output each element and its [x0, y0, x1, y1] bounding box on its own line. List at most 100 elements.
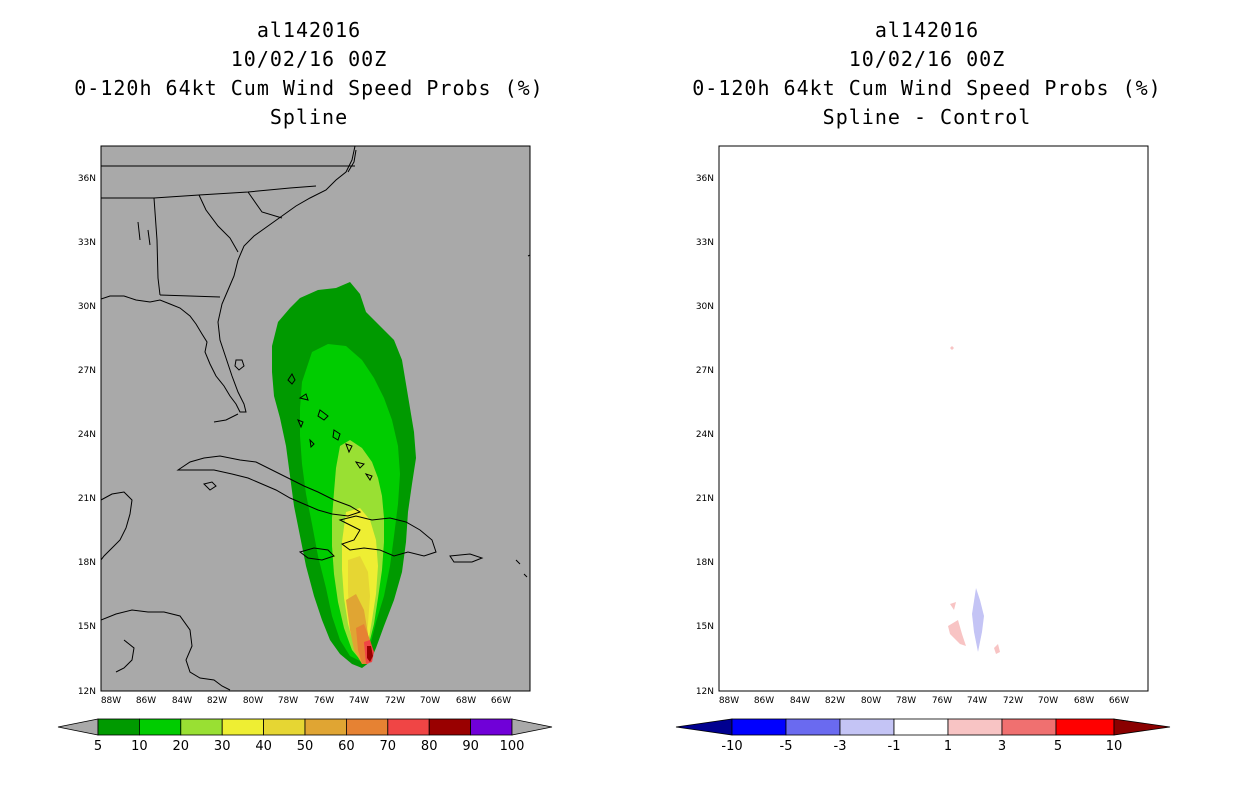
- lat-label: 27N: [696, 366, 714, 376]
- contour-80pct: [367, 646, 373, 662]
- colorbar-label: 20: [173, 739, 190, 754]
- lon-label: 72W: [1003, 696, 1023, 706]
- product-title: 0-120h 64kt Cum Wind Speed Probs (%): [692, 76, 1162, 100]
- lon-label: 76W: [314, 696, 334, 706]
- lat-label: 30N: [696, 302, 714, 312]
- colorbar-cell: [470, 718, 513, 736]
- lon-label: 68W: [456, 696, 476, 706]
- panel-subtitle: Spline: [269, 105, 349, 129]
- left-panel-title: al142016 10/02/16 00Z 0-120h 64kt Cum Wi…: [0, 16, 618, 132]
- right-lat-labels: 36N 33N 30N 27N 24N 21N 18N 15N 12N: [696, 174, 714, 697]
- lon-label: 68W: [1074, 696, 1094, 706]
- lon-label: 74W: [349, 696, 369, 706]
- lon-label: 66W: [491, 696, 511, 706]
- lat-label: 12N: [78, 687, 96, 697]
- lon-label: 70W: [420, 696, 440, 706]
- lon-label: 86W: [754, 696, 774, 706]
- lat-label: 36N: [696, 174, 714, 184]
- colorbar-cell: [138, 718, 182, 736]
- right-map-frame: [718, 145, 1149, 692]
- colorbar-label: 90: [462, 739, 479, 754]
- difference-pink-area-1: [948, 620, 966, 646]
- colorbar-label: -10: [721, 739, 742, 754]
- lat-label: 21N: [78, 494, 96, 504]
- colorbar-label: 3: [998, 739, 1006, 754]
- colorbar-label: -1: [888, 739, 901, 754]
- lon-label: 86W: [136, 696, 156, 706]
- lat-label: 15N: [696, 622, 714, 632]
- lon-label: 66W: [1109, 696, 1129, 706]
- lat-label: 18N: [78, 558, 96, 568]
- colorbar-cell: [428, 718, 472, 736]
- colorbar-label: -5: [780, 739, 793, 754]
- colorbar-cell: [1055, 718, 1115, 736]
- colorbar-label: 1: [944, 739, 952, 754]
- colorbar-label: 100: [500, 739, 525, 754]
- lon-label: 80W: [243, 696, 263, 706]
- lon-label: 84W: [790, 696, 810, 706]
- right-map-panel: [718, 145, 1149, 692]
- difference-pink-area-2: [950, 602, 956, 610]
- lon-label: 80W: [861, 696, 881, 706]
- difference-pink-area-4: [950, 346, 954, 350]
- lat-label: 36N: [78, 174, 96, 184]
- left-map-frame: [100, 145, 531, 692]
- difference-pink-area-3: [994, 644, 1000, 654]
- colorbar-high-arrow: [511, 718, 553, 736]
- colorbar-cell: [345, 718, 389, 736]
- colorbar-cells: [731, 718, 1115, 736]
- lon-label: 70W: [1038, 696, 1058, 706]
- storm-id: al142016: [874, 18, 980, 42]
- colorbar-cells: [97, 718, 513, 736]
- lat-label: 24N: [78, 430, 96, 440]
- colorbar-cell: [387, 718, 430, 736]
- lon-label: 72W: [385, 696, 405, 706]
- lon-label: 88W: [719, 696, 739, 706]
- colorbar-cell: [221, 718, 264, 736]
- colorbar-label: -3: [834, 739, 847, 754]
- colorbar-low-arrow: [675, 718, 733, 736]
- lon-label: 82W: [825, 696, 845, 706]
- colorbar-cell: [1001, 718, 1057, 736]
- colorbar-cell: [839, 718, 895, 736]
- colorbar-label: 70: [380, 739, 397, 754]
- lat-label: 33N: [696, 238, 714, 248]
- right-panel-title: al142016 10/02/16 00Z 0-120h 64kt Cum Wi…: [618, 16, 1236, 132]
- colorbar-label: 5: [1054, 739, 1062, 754]
- forecast-date: 10/02/16 00Z: [848, 47, 1006, 71]
- lat-label: 21N: [696, 494, 714, 504]
- lon-label: 78W: [278, 696, 298, 706]
- colorbar-label: 50: [297, 739, 314, 754]
- colorbar-labels: -10 -5 -3 -1 1 3 5 10: [721, 739, 1122, 754]
- left-lat-labels: 36N 33N 30N 27N 24N 21N 18N 15N 12N: [78, 174, 96, 697]
- colorbar-label: 80: [421, 739, 438, 754]
- colorbar-cell: [893, 718, 949, 736]
- difference-blue-area: [972, 588, 984, 652]
- colorbar-cell: [947, 718, 1003, 736]
- lon-label: 88W: [101, 696, 121, 706]
- lat-label: 33N: [78, 238, 96, 248]
- right-lon-labels: 88W 86W 84W 82W 80W 78W 76W 74W 72W 70W …: [719, 696, 1129, 706]
- colorbar-labels: 5 10 20 30 40 50 60 70 80 90 100: [94, 739, 525, 754]
- lon-label: 78W: [896, 696, 916, 706]
- colorbar-label: 5: [94, 739, 102, 754]
- colorbar-cell: [97, 718, 140, 736]
- probability-shading: [272, 282, 416, 668]
- lon-label: 74W: [967, 696, 987, 706]
- lat-label: 27N: [78, 366, 96, 376]
- colorbar-high-arrow: [1113, 718, 1171, 736]
- difference-shading: [948, 346, 1000, 654]
- colorbar-label: 10: [131, 739, 148, 754]
- colorbar-label: 40: [255, 739, 272, 754]
- lat-label: 30N: [78, 302, 96, 312]
- right-map-background: [719, 146, 1148, 691]
- colorbar-cell: [263, 718, 306, 736]
- colorbar-low-arrow: [57, 718, 99, 736]
- lon-label: 84W: [172, 696, 192, 706]
- colorbar-cell: [731, 718, 787, 736]
- colorbar-cell: [304, 718, 347, 736]
- right-colorbar: -10 -5 -3 -1 1 3 5 10: [675, 718, 1171, 754]
- colorbar-label: 60: [338, 739, 355, 754]
- storm-id: al142016: [256, 18, 362, 42]
- left-map-panel: [100, 145, 531, 692]
